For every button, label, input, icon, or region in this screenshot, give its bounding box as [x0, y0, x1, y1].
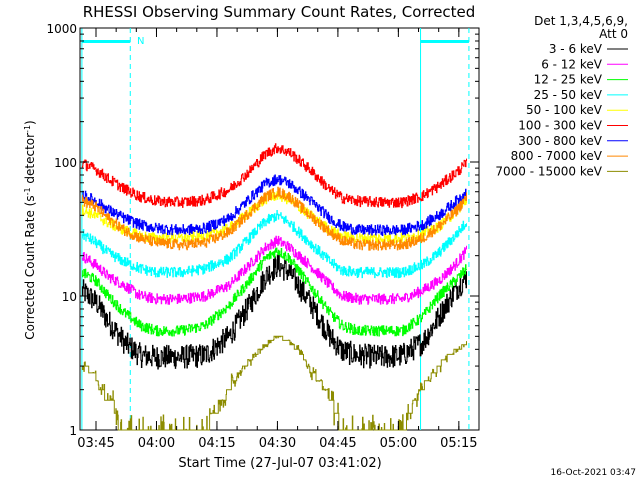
x-tick-label: 04:15: [198, 436, 235, 451]
x-tick-label: 05:15: [440, 436, 477, 451]
series-line-6-12-kev: [81, 235, 467, 305]
series-line-800-7000-kev: [81, 186, 467, 251]
series-line-3-6-kev: [81, 254, 467, 370]
legend-label: 12 - 25 keV: [534, 73, 603, 87]
y-tick-label: 100: [54, 156, 77, 170]
timestamp: 16-Oct-2021 03:47: [551, 468, 636, 478]
legend-label: 3 - 6 keV: [549, 42, 603, 56]
y-tick-label: 10: [62, 290, 77, 304]
series-line-300-800-kev: [81, 174, 467, 236]
legend-label: 6 - 12 keV: [541, 57, 603, 71]
x-axis-label: Start Time (27-Jul-07 03:41:02): [178, 456, 381, 471]
series-line-7000-15000-kev: [81, 335, 467, 431]
y-tick-label: 1: [69, 424, 77, 438]
x-axis-ticks: 03:45 04:00 04:15 04:30 04:45 05:00 05:15: [77, 28, 480, 451]
y-axis-label-sup1: -1: [23, 187, 32, 195]
legend-header-line2: Att 0: [599, 27, 628, 41]
plot-border: [79, 27, 480, 431]
plot-frame: [79, 27, 480, 431]
legend-label: 50 - 100 keV: [526, 103, 603, 117]
legend-label: 25 - 50 keV: [534, 88, 603, 102]
series-line-100-300-kev: [81, 143, 467, 209]
status-bar: [81, 40, 131, 43]
region-lines: [81, 28, 470, 430]
series-layer: [81, 143, 467, 431]
y-tick-label: 1000: [46, 22, 77, 36]
y-axis-label: Corrected Count Rate (s-1 detector-1): [23, 120, 38, 339]
y-axis-label-end: ): [23, 120, 37, 125]
series-line-25-50-kev: [81, 210, 467, 279]
x-tick-label: 03:45: [77, 436, 114, 451]
legend-label: 7000 - 15000 keV: [495, 164, 602, 178]
legend-label: 300 - 800 keV: [518, 134, 602, 148]
series-line-12-25-kev: [81, 247, 467, 337]
legend-label: 800 - 7000 keV: [511, 149, 603, 163]
x-tick-label: 04:30: [259, 436, 296, 451]
y-axis-label-sup2: -1: [23, 125, 32, 133]
status-bars: [81, 40, 469, 43]
y-axis-label-main: Corrected Count Rate (s: [23, 195, 37, 339]
x-tick-label: 04:00: [138, 436, 175, 451]
legend-header-line1: Det 1,3,4,5,6,9,: [534, 14, 628, 28]
saa-marker-label: N: [137, 36, 144, 47]
x-tick-label: 05:00: [380, 436, 417, 451]
chart-title: RHESSI Observing Summary Count Rates, Co…: [83, 3, 476, 21]
x-tick-label: 04:45: [319, 436, 356, 451]
legend-label: 100 - 300 keV: [518, 119, 602, 133]
y-axis-ticks: 1 10 100 1000: [46, 22, 479, 438]
status-bar: [420, 40, 469, 43]
y-axis-label-mid: detector: [23, 133, 37, 188]
series-line-50-100-kev: [81, 189, 467, 244]
